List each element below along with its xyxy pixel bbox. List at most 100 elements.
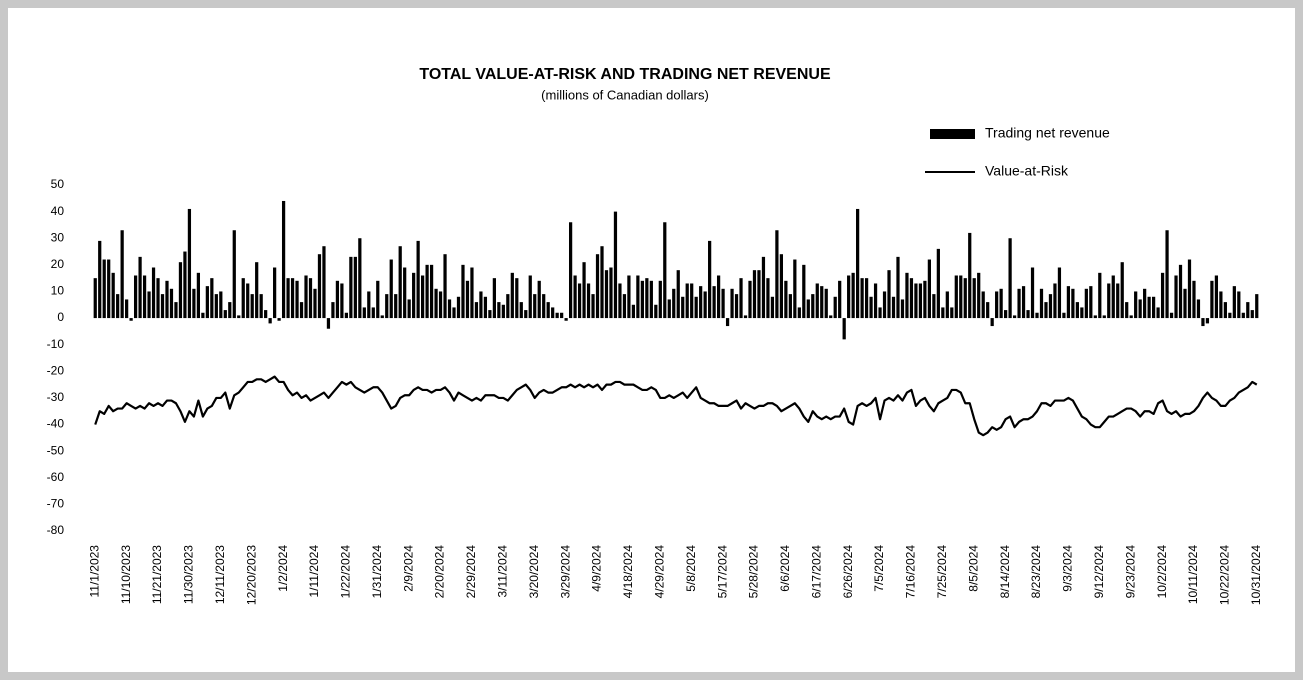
bar — [820, 286, 824, 319]
bar — [219, 291, 223, 319]
bar — [196, 272, 201, 319]
bar — [1116, 283, 1120, 319]
bar — [954, 275, 958, 319]
bar — [968, 232, 972, 319]
bar — [950, 307, 954, 319]
bar — [1187, 259, 1192, 319]
bar — [613, 211, 618, 319]
x-tick-label: 4/29/2024 — [652, 545, 666, 599]
bar — [192, 288, 196, 319]
bar — [649, 280, 653, 319]
bar — [640, 280, 644, 319]
bar — [573, 275, 577, 319]
bar — [228, 302, 232, 319]
bar — [672, 288, 676, 319]
bar — [488, 310, 492, 319]
x-tick-label: 10/22/2024 — [1218, 545, 1232, 605]
bar — [340, 283, 344, 319]
bar — [1205, 318, 1210, 324]
bar — [483, 296, 488, 319]
bar — [1192, 280, 1196, 319]
bar — [102, 259, 106, 319]
bar — [210, 278, 214, 319]
bar — [1107, 283, 1111, 319]
x-tick-label: 9/3/2024 — [1061, 545, 1075, 592]
bar — [896, 256, 900, 319]
bar — [447, 299, 452, 319]
bar — [501, 304, 505, 319]
bar — [1183, 288, 1187, 319]
bar — [1057, 267, 1062, 319]
bar — [120, 230, 124, 319]
x-tick-label: 11/10/2023 — [119, 545, 133, 604]
bar — [609, 267, 613, 319]
bar — [918, 283, 923, 319]
bar — [1151, 296, 1156, 319]
bar — [1062, 312, 1066, 319]
bar — [1053, 283, 1057, 319]
bar — [524, 310, 528, 319]
bar — [851, 272, 855, 319]
bar — [438, 291, 443, 319]
bar — [434, 288, 438, 319]
x-tick-label: 10/2/2024 — [1155, 545, 1169, 599]
bar — [1228, 312, 1232, 319]
bar — [407, 299, 411, 319]
bar — [1098, 272, 1102, 319]
y-tick-label: -80 — [47, 523, 65, 537]
bar — [725, 318, 730, 327]
x-tick-label: 11/1/2023 — [87, 545, 101, 598]
bar — [371, 307, 375, 319]
bar — [743, 315, 748, 319]
bar — [1255, 294, 1259, 319]
bar — [268, 318, 272, 324]
bar — [1169, 312, 1174, 319]
bar — [429, 264, 434, 319]
bar — [721, 288, 725, 319]
bar — [1021, 286, 1026, 319]
bar — [739, 278, 743, 319]
bar — [421, 275, 425, 319]
bar — [842, 318, 846, 340]
bar — [703, 291, 707, 319]
bar — [394, 294, 398, 319]
x-tick-label: 2/9/2024 — [401, 545, 415, 592]
bar — [900, 299, 905, 319]
bar — [479, 291, 483, 319]
bar — [779, 254, 784, 319]
bar — [986, 302, 990, 319]
x-tick-label: 11/30/2023 — [182, 545, 196, 604]
bar — [1156, 307, 1160, 319]
bar — [591, 294, 595, 319]
bar — [452, 307, 456, 319]
x-tick-label: 6/26/2024 — [841, 545, 855, 599]
bar — [1044, 302, 1048, 319]
bar — [770, 296, 775, 319]
x-tick-label: 8/5/2024 — [966, 545, 980, 592]
y-tick-label: 0 — [57, 310, 64, 324]
bar — [1125, 302, 1129, 319]
bar — [537, 280, 541, 319]
bar — [1084, 288, 1088, 319]
bar — [317, 254, 322, 319]
bar — [658, 280, 662, 319]
bar — [344, 312, 348, 319]
x-tick-label: 10/31/2024 — [1249, 545, 1263, 605]
bar — [963, 278, 967, 319]
bar — [169, 288, 174, 319]
bar — [932, 294, 936, 319]
bar — [699, 286, 703, 319]
bar — [1232, 286, 1236, 319]
bar — [116, 294, 120, 319]
bar — [519, 302, 523, 319]
bar — [708, 240, 712, 319]
line — [94, 375, 1258, 437]
bar — [133, 275, 138, 319]
bar — [568, 222, 573, 319]
x-tick-label: 4/9/2024 — [590, 545, 604, 592]
bar — [385, 294, 389, 319]
x-tick-label: 6/6/2024 — [778, 545, 792, 592]
bar — [757, 270, 761, 319]
bar — [555, 312, 559, 319]
